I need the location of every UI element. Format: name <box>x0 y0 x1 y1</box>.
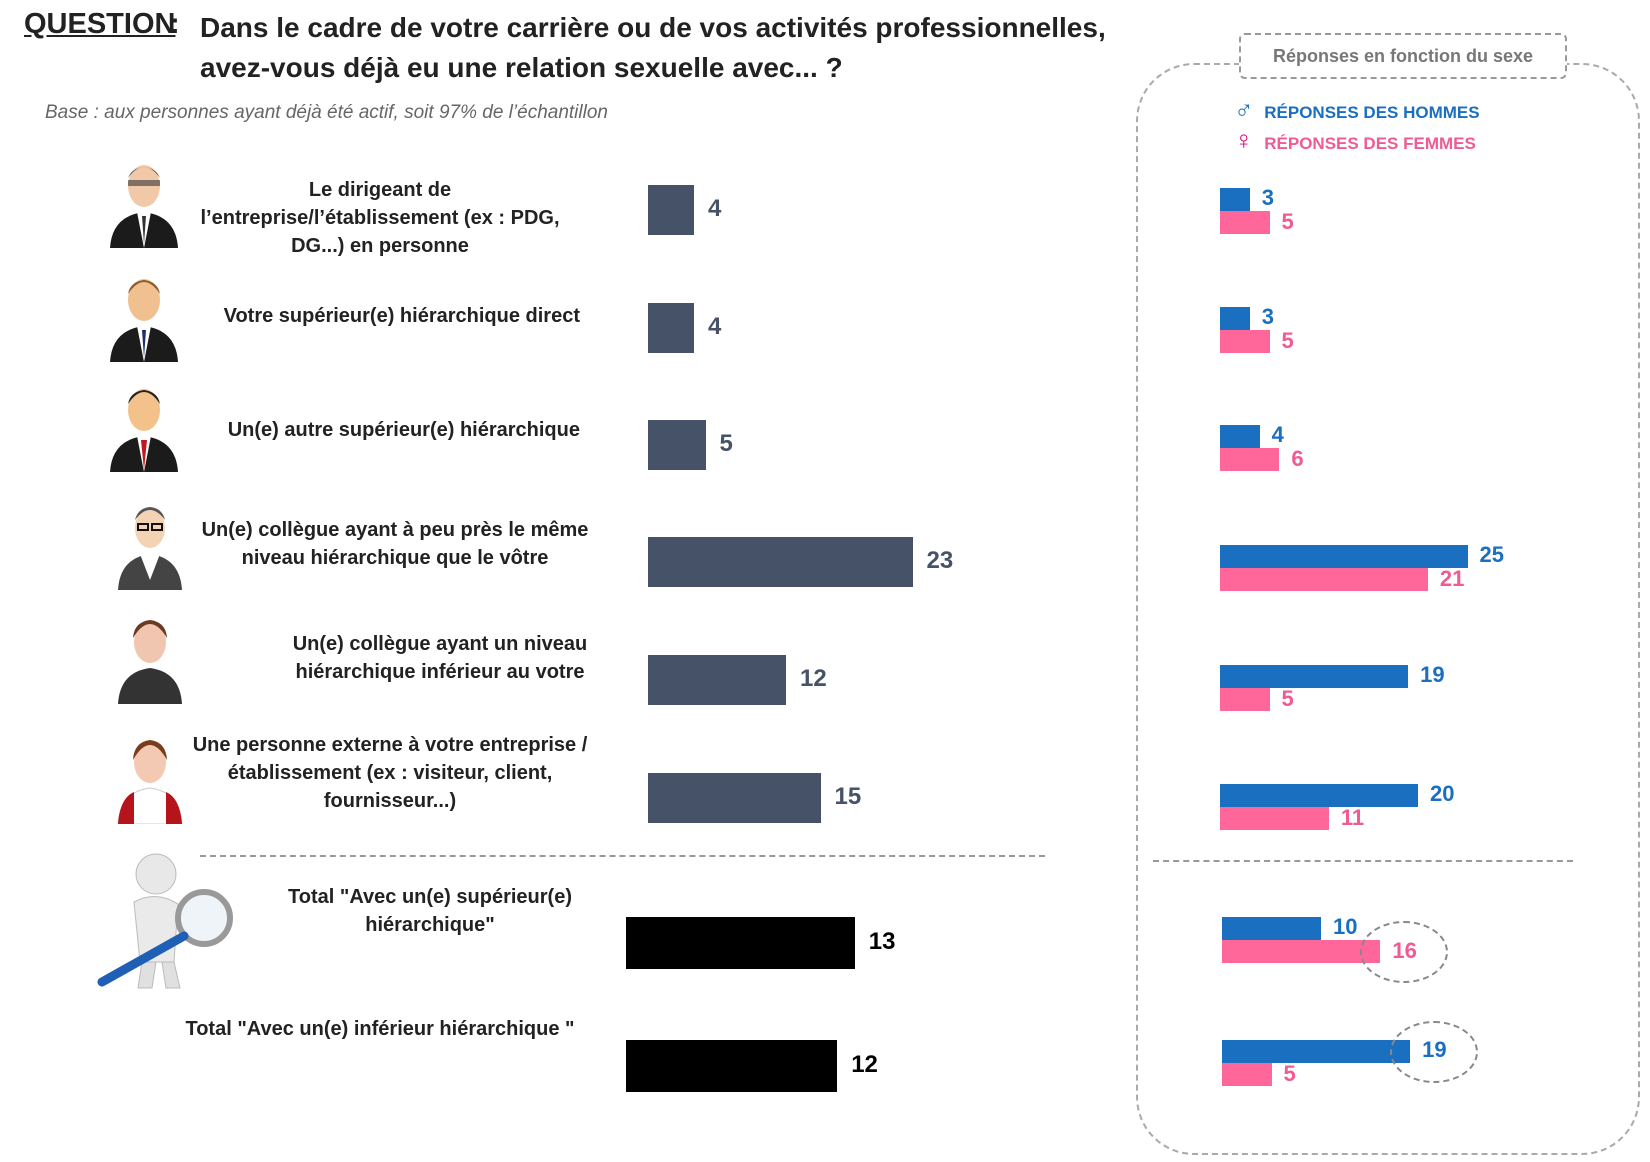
highlight-circle <box>1390 1021 1479 1083</box>
row-label-lower-level-colleague: Un(e) collègue ayant un niveau hiérarchi… <box>292 633 588 683</box>
women-bar <box>1222 940 1381 963</box>
row-label-direct-superior: Votre supérieur(e) hiérarchique direct <box>223 305 580 327</box>
side-divider <box>1153 860 1573 862</box>
ceo-avatar-icon <box>110 165 178 248</box>
main-bar <box>648 773 821 823</box>
women-bar <box>1220 448 1280 471</box>
women-bar-value: 11 <box>1340 805 1365 830</box>
men-bar <box>1222 1040 1411 1063</box>
women-bar-value: 5 <box>1281 209 1294 234</box>
women-bar <box>1220 211 1270 234</box>
main-divider <box>200 855 1045 857</box>
women-bar <box>1220 807 1329 830</box>
total-bar-value: 12 <box>851 1051 878 1078</box>
row-label-same-level-colleague: Un(e) collègue ayant à peu près le même … <box>201 519 589 569</box>
main-bar <box>648 420 706 470</box>
men-bar-value: 3 <box>1261 185 1274 210</box>
women-bar-value: 5 <box>1283 1061 1296 1086</box>
men-bar-value: 25 <box>1479 542 1504 567</box>
legend-men-label: RÉPONSES DES HOMMES <box>1264 103 1480 122</box>
main-bar <box>648 655 786 705</box>
men-bar <box>1220 425 1260 448</box>
gender-panel-title: Réponses en fonction du sexe <box>1239 33 1567 79</box>
main-bar <box>648 185 694 235</box>
men-bar-value: 3 <box>1261 304 1274 329</box>
male-symbol-icon: ♂ <box>1234 94 1254 124</box>
men-bar <box>1220 545 1468 568</box>
men-bar-value: 20 <box>1430 781 1455 806</box>
highlight-circle <box>1360 921 1449 983</box>
men-bar <box>1220 307 1250 330</box>
legend-women: ♀ RÉPONSES DES FEMMES <box>1234 125 1476 156</box>
total-bar <box>626 917 855 969</box>
main-bar-value: 15 <box>834 783 862 810</box>
colleague-lower-level-avatar-icon <box>118 620 182 704</box>
main-bar-value: 12 <box>800 665 827 692</box>
magnifier-figure-icon <box>97 853 233 989</box>
question-colon: : <box>170 8 180 40</box>
row-label-other-superior: Un(e) autre supérieur(e) hiérarchique <box>227 419 580 441</box>
gender-panel <box>1136 63 1640 1155</box>
men-bar <box>1220 784 1418 807</box>
women-bar <box>1220 688 1270 711</box>
row-label-total-superior: Total "Avec un(e) supérieur(e) hiérarchi… <box>288 886 572 936</box>
legend-men: ♂ RÉPONSES DES HOMMES <box>1234 94 1480 125</box>
legend-women-label: RÉPONSES DES FEMMES <box>1264 134 1476 153</box>
base-note: Base : aux personnes ayant déjà été acti… <box>45 102 608 123</box>
men-bar <box>1222 917 1321 940</box>
women-bar <box>1220 568 1428 591</box>
main-bar-value: 5 <box>719 430 733 457</box>
other-superior-avatar-icon <box>110 389 178 472</box>
row-label-external-person: Une personne externe à votre entreprise … <box>192 734 588 812</box>
women-bar <box>1222 1063 1272 1086</box>
total-bar-value: 13 <box>868 928 896 955</box>
main-bar-value: 23 <box>926 547 954 574</box>
men-bar-value: 19 <box>1420 662 1445 687</box>
main-bar <box>648 537 913 587</box>
women-bar <box>1220 330 1270 353</box>
main-bar-value: 4 <box>708 313 722 340</box>
main-bar-value: 4 <box>708 195 722 222</box>
colleague-same-level-avatar-icon <box>118 507 182 590</box>
men-bar-value: 4 <box>1271 422 1284 447</box>
women-bar-value: 21 <box>1439 566 1465 591</box>
men-bar <box>1220 665 1409 688</box>
direct-superior-avatar-icon <box>110 279 178 362</box>
main-bar <box>648 303 694 353</box>
female-symbol-icon: ♀ <box>1234 125 1254 155</box>
men-bar-value: 10 <box>1333 914 1358 939</box>
row-label-total-inferior: Total "Avec un(e) inférieur hiérarchique… <box>185 1018 575 1040</box>
women-bar-value: 5 <box>1281 328 1294 353</box>
women-bar-value: 6 <box>1291 446 1304 471</box>
question-label: QUESTION <box>24 8 176 40</box>
men-bar <box>1220 188 1250 211</box>
total-bar <box>626 1040 838 1092</box>
question-text: Dans le cadre de votre carrière ou de vo… <box>200 12 1106 83</box>
women-bar-value: 5 <box>1281 686 1294 711</box>
row-label-ceo: Le dirigeant de l’entreprise/l’établisse… <box>200 179 560 257</box>
external-person-avatar-icon <box>117 740 183 824</box>
